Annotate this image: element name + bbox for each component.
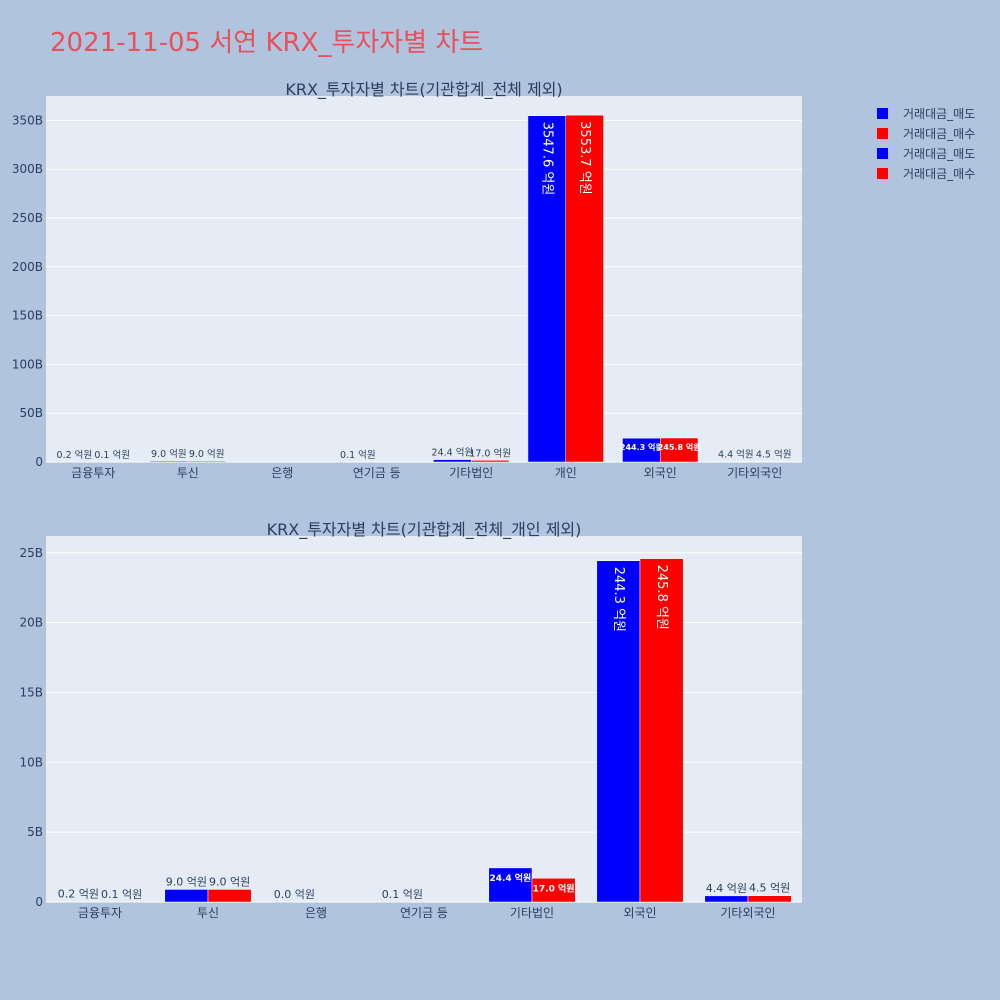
legend-label: 거래대금_매수 [903,127,975,141]
y-tick-label: 50B [19,406,43,420]
y-tick-label: 250B [12,211,43,225]
bar-value-label: 244.3 억원 [611,567,626,632]
y-tick-label: 100B [12,357,43,371]
y-tick-label: 200B [12,260,43,274]
x-tick-label: 연기금 등 [400,906,448,920]
x-tick-label: 투신 [177,466,199,480]
x-tick-label: 외국인 [623,906,656,920]
bar-value-label: 4.4 억원 [706,882,747,895]
chart-panel-bottom: KRX_투자자별 차트(기관합계_전체_개인 제외) 0 5B 10B 15B 20B 25… [19,520,802,920]
y-tick-label: 300B [12,162,43,176]
legend-swatch [877,168,888,179]
y-tick-label: 15B [19,685,43,699]
bar-value-label: 3553.7 억원 [577,121,592,195]
bar-value-label: 24.4 억원 [489,872,531,884]
bar-value-label: 4.5 억원 [756,449,792,461]
x-tick-label: 은행 [305,905,327,920]
bar-value-label: 0.0 억원 [274,888,315,901]
bar-buy[interactable] [660,437,699,463]
y-tick-label: 20B [19,616,43,630]
x-tick-label: 기타법인 [449,466,493,480]
bar-value-label: 9.0 억원 [151,448,187,460]
legend-item[interactable]: 거래대금_매수 [877,167,975,181]
x-tick-label: 기타외국인 [720,906,775,920]
bar-value-label: 24.4 억원 [432,447,474,459]
x-tick-label: 기타법인 [510,906,554,920]
bar-value-label: 9.0 억원 [209,875,250,888]
bar-value-label: 17.0 억원 [469,447,511,459]
bar-sell[interactable] [596,560,641,903]
bar-buy[interactable] [639,558,684,903]
bar-buy[interactable] [187,460,226,463]
chart-title: KRX_투자자별 차트(기관합계_전체 제외) [285,80,562,100]
bar-value-label: 4.4 억원 [718,449,754,461]
x-tick-label: 기타외국인 [727,466,782,480]
bar-buy[interactable] [207,889,252,903]
plot-area [46,536,802,902]
bar-buy[interactable] [531,878,576,903]
x-tick-label: 금융투자 [78,906,122,920]
y-tick-label: 0 [35,455,43,469]
x-tick-label: 금융투자 [71,466,115,480]
bar-value-label: 9.0 억원 [189,448,225,460]
x-tick-label: 은행 [271,465,293,480]
legend-swatch [877,108,888,119]
bar-buy[interactable] [747,895,792,903]
chart-title: KRX_투자자별 차트(기관합계_전체_개인 제외) [267,520,582,540]
bar-sell[interactable] [488,867,533,903]
legend-swatch [877,148,888,159]
legend-item[interactable]: 거래대금_매수 [877,127,975,141]
y-tick-label: 350B [12,113,43,127]
bar-sell[interactable] [164,889,209,903]
bar-buy[interactable] [565,114,604,463]
bar-value-label: 0.2 억원 [57,449,93,461]
y-tick-label: 5B [27,825,43,839]
bar-value-label: 4.5 억원 [749,882,790,895]
bar-value-label: 245.8 억원 [658,442,701,452]
bar-sell[interactable] [149,460,188,463]
x-tick-label: 연기금 등 [353,466,401,480]
legend-label: 거래대금_매도 [903,107,975,121]
y-tick-label: 0 [35,895,43,909]
bar-value-label: 3547.6 억원 [539,122,554,196]
y-tick-label: 25B [19,546,43,560]
x-tick-label: 개인 [555,466,577,480]
x-tick-label: 투신 [197,906,219,920]
bar-value-label: 0.2 억원 [58,888,99,901]
y-tick-label: 10B [19,755,43,769]
legend-label: 거래대금_매수 [903,167,975,181]
bar-sell[interactable] [433,459,472,463]
bar-value-label: 17.0 억원 [533,882,575,894]
plot-area [46,96,802,462]
bar-value-label: 245.8 억원 [654,565,669,630]
bar-value-label: 0.1 억원 [94,449,130,461]
bar-sell[interactable] [527,115,567,463]
legend-item[interactable]: 거래대금_매도 [877,147,975,161]
legend-label: 거래대금_매도 [903,147,975,161]
bar-value-label: 0.1 억원 [340,449,376,461]
bar-value-label: 0.1 억원 [101,888,142,901]
bar-buy[interactable] [471,460,510,463]
legend-swatch [877,128,888,139]
x-tick-label: 외국인 [644,466,677,480]
bar-value-label: 244.3 억원 [620,442,663,452]
bar-value-label: 0.1 억원 [382,888,423,901]
bar-sell[interactable] [704,895,749,903]
chart-panel-top: KRX_투자자별 차트(기관합계_전체 제외) 0 50B 100B 150B 200B 2… [12,80,802,480]
y-tick-label: 150B [12,309,43,323]
bar-value-label: 9.0 억원 [166,875,207,888]
page-title: 2021-11-05 서연 KRX_투자자별 차트 [50,28,484,58]
legend-item[interactable]: 거래대금_매도 [877,107,975,121]
